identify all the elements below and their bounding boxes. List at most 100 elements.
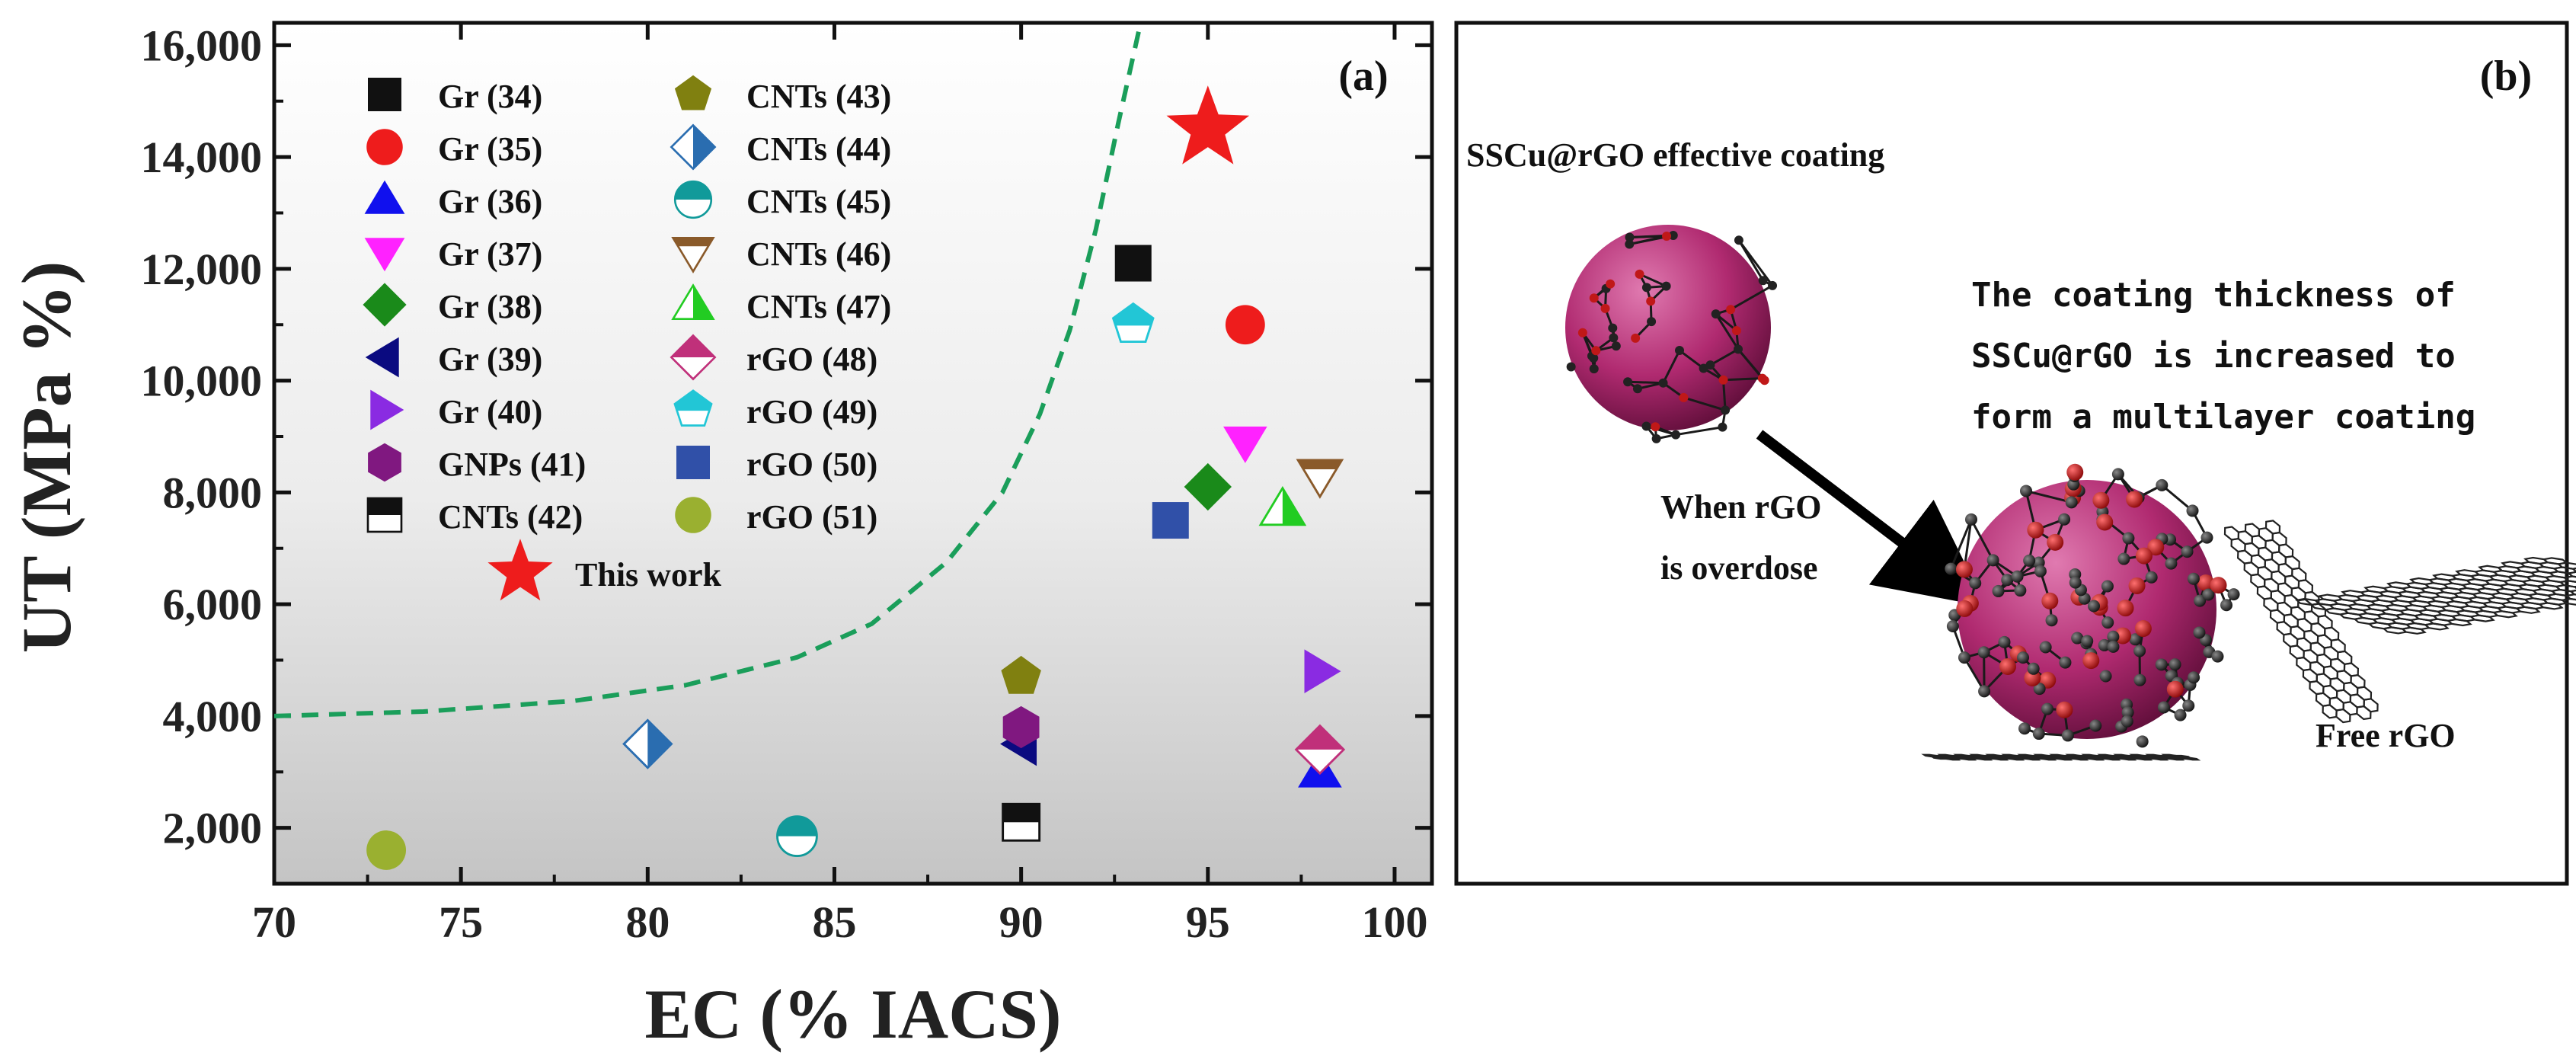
legend-label: rGO (48) [746,341,877,378]
y-tick-label: 14,000 [141,133,263,182]
bond [1970,519,1994,561]
atom [1759,376,1769,385]
legend-marker [671,283,715,321]
atom [2188,671,2200,684]
atom [2071,632,2084,645]
graphene-ring [2567,571,2576,578]
legend-marker [366,129,403,165]
atom [2018,722,2031,735]
atom [2096,513,2114,531]
atom [2058,513,2071,526]
large-atoms [1945,463,2240,748]
bond [1628,235,1667,246]
atom [1726,305,1736,315]
legend-label: CNTs (43) [746,78,891,115]
bond [1675,426,1723,437]
atom [1589,353,1599,363]
atom [2182,699,2195,712]
atom [2145,571,2158,584]
atom [2135,547,2153,565]
atom [1577,328,1587,337]
graphene-ring [2181,757,2201,761]
atom [1611,341,1621,351]
legend-label: Gr (36) [438,183,542,220]
atom [2107,640,2120,653]
data-point [1152,502,1189,539]
atom [1641,283,1651,293]
atom [2187,572,2200,585]
y-tick-label: 8,000 [163,468,263,517]
atom [1589,364,1599,374]
atom [1958,651,1970,664]
atom [1731,325,1741,335]
atom [2186,504,2199,517]
atom [2147,539,2165,556]
data-point [1002,802,1041,842]
legend: Gr (34) Gr (35) Gr (36) Gr (37) Gr (38) Gr (3… [363,75,891,601]
y-tick-label: 10,000 [141,357,263,406]
graphene-ring [2552,566,2576,574]
atom [1721,405,1731,415]
atom [1651,433,1661,443]
caption-thickness-line-1: The coating thickness of [1971,276,2456,315]
multilayer-coated-particle [1945,463,2240,748]
data-point [1002,705,1040,749]
atom [1711,309,1721,319]
legend-label: Gr (40) [438,393,542,430]
data-point-fill [1298,459,1342,469]
atom [1956,600,1974,617]
atom [1699,363,1708,373]
data-point [1296,459,1344,499]
legend-marker-fill [671,335,715,357]
bond [1949,519,1973,570]
atom [2082,652,2100,670]
legend-label: CNTs (46) [746,235,891,273]
atom [1623,377,1633,387]
atom [1955,561,1973,578]
atom [1671,430,1681,440]
bond [1723,377,1763,382]
data-point [1304,649,1341,693]
atom [1641,421,1651,431]
atom [2065,496,2078,509]
atom [2128,577,2146,594]
atom [2033,683,2046,696]
legend-marker [370,389,404,430]
atom [1978,685,1991,698]
legend-marker [364,238,405,272]
caption-free-rgo: Free rGO [2316,717,2456,754]
atom [1718,375,1728,385]
legend-marker [671,236,715,273]
legend-marker [487,539,553,601]
atom [1946,619,1959,632]
atom [2014,584,2027,597]
atom [2001,574,2014,587]
caption-overdose-line-2: is overdose [1660,549,1818,587]
panel-b-label: (b) [2480,53,2532,100]
atom [2069,576,2082,589]
atom [1635,269,1644,279]
atom [2047,533,2064,551]
data-point [1258,485,1307,526]
data-point [366,830,407,870]
legend-label: CNTs (47) [746,288,891,325]
atom [2039,641,2052,654]
atom [1945,562,1958,575]
data-point-fill [1113,303,1153,326]
atom [2156,478,2169,491]
legend-marker-fill [675,181,711,200]
atom [2121,715,2133,728]
atom [2011,570,2024,583]
atom [1566,362,1576,372]
atom [2114,627,2131,645]
data-point [1294,724,1346,776]
x-tick-labels: 70 75 80 85 90 95 100 [252,897,1427,947]
atom [2169,658,2181,671]
atom [1661,281,1671,291]
data-point-outline [1002,802,1041,842]
graphene-sheet-bottom [1921,753,2201,761]
legend-label: Gr (35) [438,130,542,168]
atom [1600,303,1610,313]
legend-label: Gr (39) [438,341,542,378]
